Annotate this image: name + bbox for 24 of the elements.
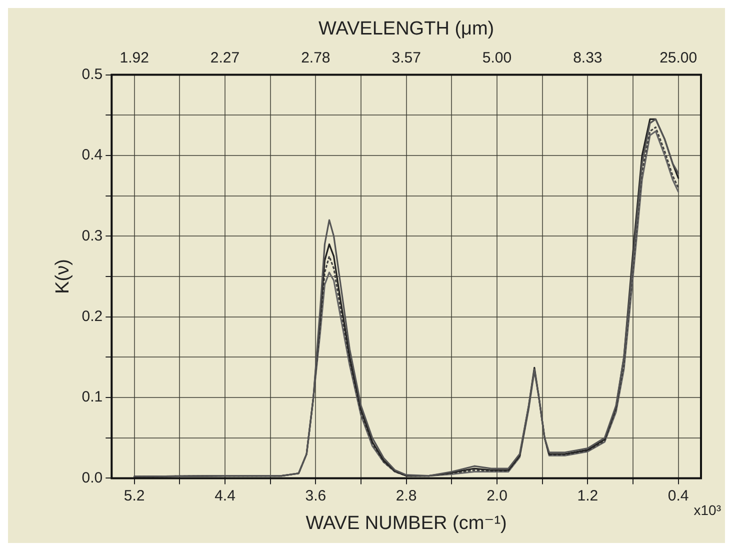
text: 1.92 (120, 49, 149, 66)
text: 2.27 (210, 49, 240, 66)
x-tick-label: 0.4 (668, 487, 689, 504)
x-tick-label: 3.6 (305, 487, 326, 504)
x-tick-label: 1.2 (577, 487, 598, 504)
y-tick-label: 0.1 (82, 388, 103, 406)
text: 5.00 (482, 49, 512, 66)
text: 8.33 (573, 49, 602, 66)
text: 2.78 (301, 49, 330, 66)
x2-axis-title: WAVELENGTH (μm) (318, 18, 494, 40)
x-axis-title: WAVE NUMBER (cm⁻¹) (306, 512, 507, 534)
x-tick-label: 2.0 (486, 487, 508, 504)
x-tick-label: 4.4 (214, 487, 236, 504)
y-tick-label: 0.4 (82, 146, 103, 164)
y-tick-label: 0.5 (82, 66, 103, 83)
text: x10³ (694, 502, 722, 518)
x-tick-label: 2.8 (396, 487, 417, 504)
text: 25.00 (660, 49, 698, 66)
x-tick-label: 5.2 (124, 487, 145, 504)
text: 3.57 (392, 49, 421, 66)
y-axis-title: K(ν) (52, 259, 74, 294)
y-tick-label: 0.0 (82, 469, 103, 486)
y-tick-label: 0.3 (82, 227, 103, 244)
y-tick-label: 0.2 (82, 308, 103, 325)
